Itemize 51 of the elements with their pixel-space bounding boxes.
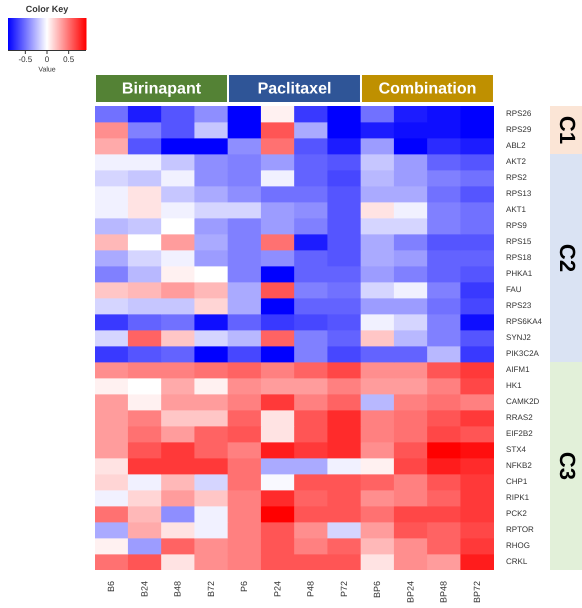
y-tick-label: RPS9 — [506, 221, 528, 230]
y-tick-label: STX4 — [506, 445, 527, 454]
color-bar-label: 0.5 — [63, 55, 75, 64]
y-tick-label: AKT1 — [506, 205, 527, 214]
text: C2 — [554, 244, 580, 272]
legend-title: Color Key — [26, 4, 68, 14]
x-tick-label: P24 — [272, 580, 282, 597]
y-tick-label: RIPK1 — [506, 493, 530, 502]
y-tick-label: NFKB2 — [506, 461, 532, 470]
y-tick-label: RPS29 — [506, 125, 532, 134]
text: Combination — [378, 80, 476, 98]
x-tick-label: BP6 — [372, 580, 382, 598]
y-tick-label: RPS18 — [506, 253, 532, 262]
text: C3 — [554, 452, 580, 480]
y-tick-label: PIK3C2A — [506, 349, 540, 358]
y-tick-label: RPS2 — [506, 173, 528, 182]
y-tick-label: RPS15 — [506, 237, 532, 246]
y-tick-label: ABL2 — [506, 141, 526, 150]
y-tick-label: RPS26 — [506, 109, 532, 118]
y-tick-label: AKT2 — [506, 157, 527, 166]
y-tick-label: PCK2 — [506, 509, 528, 518]
x-tick-label: B24 — [139, 580, 150, 597]
y-tick-label: HK1 — [506, 381, 522, 390]
x-tick-label: B6 — [106, 580, 116, 592]
y-tick-label: EIF2B2 — [506, 429, 534, 438]
y-tick-label: PHKA1 — [506, 269, 533, 278]
x-tick-label: B72 — [206, 580, 216, 597]
y-tick-label: RPS23 — [506, 301, 532, 310]
x-tick-label: P48 — [306, 580, 316, 597]
y-tick-label: CAMK2D — [506, 397, 540, 406]
y-tick-label: RPS13 — [506, 189, 532, 198]
x-tick-label: BP24 — [405, 580, 416, 604]
x-tick-label: BP48 — [438, 580, 449, 604]
x-tick-label: P6 — [239, 580, 250, 592]
color-bar-label: -0.5 — [18, 55, 33, 64]
y-tick-label: RHOG — [506, 541, 530, 550]
y-tick-label: SYNJ2 — [506, 333, 532, 342]
y-tick-label: RPS6KA4 — [506, 317, 543, 326]
y-tick-label: CHP1 — [506, 477, 528, 486]
y-tick-label: AIFM1 — [506, 365, 530, 374]
y-tick-label: FAU — [506, 285, 522, 294]
y-tick-label: RRAS2 — [506, 413, 534, 422]
x-tick-label: BP72 — [472, 580, 482, 604]
y-tick-label: CRKL — [506, 557, 528, 566]
text: Paclitaxel — [258, 80, 332, 98]
text: Birinapant — [122, 80, 202, 98]
x-tick-label: B48 — [172, 580, 183, 597]
x-tick-label: P72 — [338, 580, 349, 597]
y-tick-label: RPTOR — [506, 525, 534, 534]
color-bar-label: 0 — [44, 55, 50, 64]
text: C1 — [554, 116, 580, 144]
